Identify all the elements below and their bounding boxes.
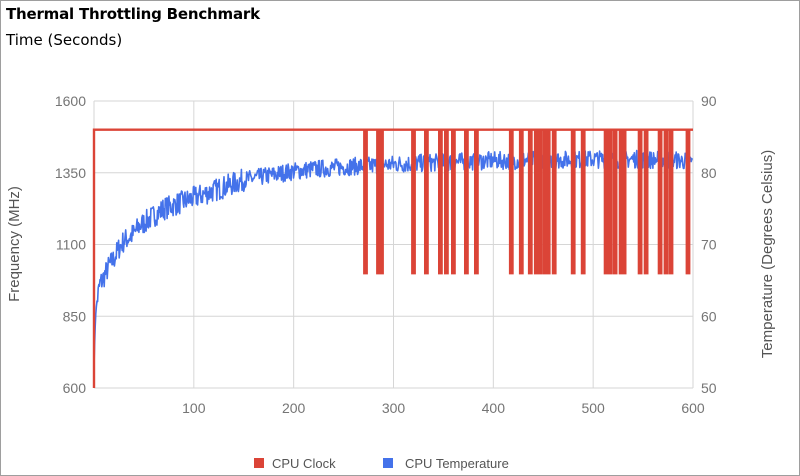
y-tick-label: 850 xyxy=(63,308,87,324)
y-tick-label: 1350 xyxy=(55,165,86,181)
x-tick-label: 400 xyxy=(482,400,506,416)
legend: CPU Clock CPU Temperature xyxy=(254,456,509,471)
y2-tick-label: 80 xyxy=(701,165,717,181)
y-axis-ticks: 600 850 1100 1350 1600 xyxy=(55,93,86,396)
y2-axis-title: Temperature (Degrees Celsius) xyxy=(759,150,776,358)
legend-label-cpu-clock: CPU Clock xyxy=(272,456,336,471)
x-tick-label: 600 xyxy=(681,400,705,416)
legend-swatch-cpu-temperature xyxy=(383,458,393,468)
chart-subtitle: Time (Seconds) xyxy=(6,31,123,49)
cpu-clock-series xyxy=(92,128,693,388)
x-tick-label: 200 xyxy=(282,400,306,416)
x-tick-label: 500 xyxy=(581,400,605,416)
cpu-clock-line xyxy=(92,128,693,388)
legend-swatch-cpu-clock xyxy=(254,458,264,468)
y2-axis-ticks: 50 60 70 80 90 xyxy=(701,93,717,396)
y2-tick-label: 60 xyxy=(701,308,717,324)
y2-tick-label: 50 xyxy=(701,380,717,396)
y-tick-label: 1100 xyxy=(56,237,86,253)
y2-tick-label: 70 xyxy=(701,237,717,253)
y-tick-label: 1600 xyxy=(55,93,86,109)
y-tick-label: 600 xyxy=(63,380,87,396)
legend-label-cpu-temperature: CPU Temperature xyxy=(405,456,509,471)
grid-lines xyxy=(93,100,694,389)
chart-title: Thermal Throttling Benchmark xyxy=(6,5,260,23)
x-axis-ticks: 100 200 300 400 500 600 xyxy=(182,400,705,416)
x-tick-label: 300 xyxy=(382,400,406,416)
x-tick-label: 100 xyxy=(182,400,206,416)
cpu-temperature-line xyxy=(93,149,694,367)
cpu-temperature-series xyxy=(93,149,694,367)
y-axis-title: Frequency (MHz) xyxy=(6,186,23,302)
y2-tick-label: 90 xyxy=(701,93,717,109)
